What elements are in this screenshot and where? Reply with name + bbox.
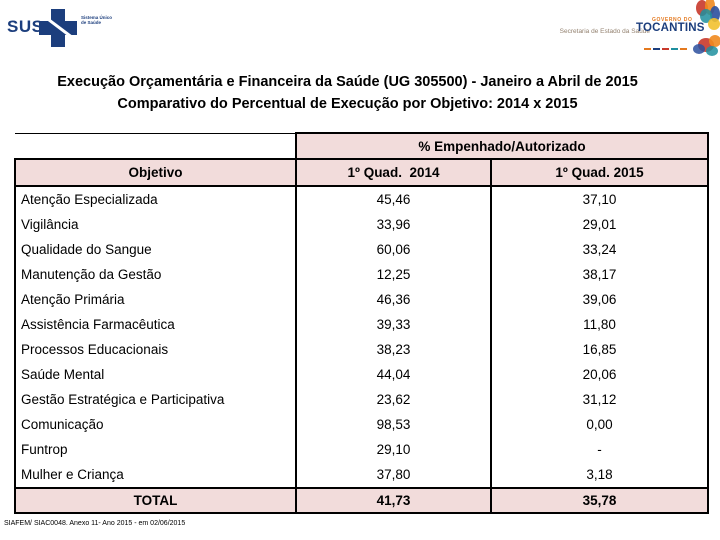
column-header-objetivo: Objetivo — [14, 158, 297, 187]
total-q2015: 35,78 — [489, 487, 710, 514]
q2015-cell: 16,85 — [491, 337, 710, 362]
table-row: Comunicação 98,53 0,00 — [14, 412, 710, 437]
q2015-cell: 33,24 — [491, 237, 710, 262]
table-row: Atenção Especializada 45,46 37,10 — [14, 186, 710, 212]
objetivo-cell: Funtrop — [14, 437, 297, 462]
table-body: Atenção Especializada 45,46 37,10 Vigilâ… — [14, 186, 710, 488]
objetivo-cell: Assistência Farmacêutica — [14, 312, 297, 337]
objetivo-cell: Manutenção da Gestão — [14, 262, 297, 287]
tocantins-slogan-marks — [644, 37, 689, 50]
tocantins-logo-art-icon — [693, 0, 720, 56]
slide-title: Execução Orçamentária e Financeira da Sa… — [10, 71, 685, 115]
source-note: SIAFEM/ SIAC0048. Anexo 11- Ano 2015 - e… — [4, 520, 186, 527]
sus-logo-text: SUS — [7, 17, 44, 36]
q2014-cell: 33,96 — [296, 212, 492, 237]
objetivo-cell: Qualidade do Sangue — [14, 237, 297, 262]
table-row: Processos Educacionais 38,23 16,85 — [14, 337, 710, 362]
q2015-cell: 39,06 — [491, 287, 710, 312]
objetivo-cell: Vigilância — [14, 212, 297, 237]
q2014-cell: 60,06 — [296, 237, 492, 262]
table-corner-cell — [15, 132, 296, 159]
q2015-cell: 29,01 — [491, 212, 710, 237]
objetivo-cell: Gestão Estratégica e Participativa — [14, 387, 297, 412]
q2014-cell: 12,25 — [296, 262, 492, 287]
secretaria-label: Secretaria de Estado da Saúde — [559, 28, 650, 35]
table-row: Mulher e Criança 37,80 3,18 — [14, 462, 710, 488]
sus-logo: SUS Sistema Único de Saúde — [7, 9, 127, 51]
q2015-cell: 3,18 — [491, 462, 710, 488]
sus-logo-subtext: Sistema Único de Saúde — [81, 15, 113, 25]
objetivo-cell: Atenção Especializada — [14, 186, 297, 212]
q2015-cell: 0,00 — [491, 412, 710, 437]
q2015-cell: 37,10 — [491, 186, 710, 212]
objetivo-cell: Saúde Mental — [14, 362, 297, 387]
q2014-cell: 23,62 — [296, 387, 492, 412]
objetivo-cell: Processos Educacionais — [14, 337, 297, 362]
title-line-1: Execução Orçamentária e Financeira da Sa… — [57, 74, 638, 90]
q2014-cell: 37,80 — [296, 462, 492, 488]
q2014-cell: 46,36 — [296, 287, 492, 312]
q2014-cell: 39,33 — [296, 312, 492, 337]
q2015-cell: 11,80 — [491, 312, 710, 337]
table-row: Assistência Farmacêutica 39,33 11,80 — [14, 312, 710, 337]
objetivo-cell: Atenção Primária — [14, 287, 297, 312]
tocantins-name-label: TOCANTINS — [636, 22, 705, 34]
table-row: Gestão Estratégica e Participativa 23,62… — [14, 387, 710, 412]
tocantins-governo-label: GOVERNO DO — [652, 17, 693, 23]
total-label: TOTAL — [14, 487, 297, 514]
q2015-cell: 20,06 — [491, 362, 710, 387]
table-row: Vigilância 33,96 29,01 — [14, 212, 710, 237]
execution-table: % Empenhado/Autorizado Objetivo 1º Quad.… — [14, 132, 710, 514]
column-header-q2014: 1º Quad. 2014 — [295, 158, 492, 187]
q2014-cell: 38,23 — [296, 337, 492, 362]
q2014-cell: 45,46 — [296, 186, 492, 212]
total-row: TOTAL 41,73 35,78 — [14, 487, 710, 514]
q2015-cell: - — [491, 437, 710, 462]
total-q2014: 41,73 — [295, 487, 492, 514]
table-row: Manutenção da Gestão 12,25 38,17 — [14, 262, 710, 287]
title-line-2: Comparativo do Percentual de Execução po… — [117, 96, 578, 112]
group-header: % Empenhado/Autorizado — [294, 132, 710, 160]
table-row: Saúde Mental 44,04 20,06 — [14, 362, 710, 387]
table-row: Funtrop 29,10 - — [14, 437, 710, 462]
table-row: Qualidade do Sangue 60,06 33,24 — [14, 237, 710, 262]
objetivo-cell: Comunicação — [14, 412, 297, 437]
q2014-cell: 29,10 — [296, 437, 492, 462]
q2015-cell: 31,12 — [491, 387, 710, 412]
table-row: Atenção Primária 46,36 39,06 — [14, 287, 710, 312]
q2014-cell: 44,04 — [296, 362, 492, 387]
q2014-cell: 98,53 — [296, 412, 492, 437]
tocantins-logo: GOVERNO DO TOCANTINS — [636, 0, 720, 58]
column-header-q2015: 1º Quad. 2015 — [489, 158, 710, 187]
q2015-cell: 38,17 — [491, 262, 710, 287]
objetivo-cell: Mulher e Criança — [14, 462, 297, 488]
sus-cross-icon — [39, 9, 77, 47]
